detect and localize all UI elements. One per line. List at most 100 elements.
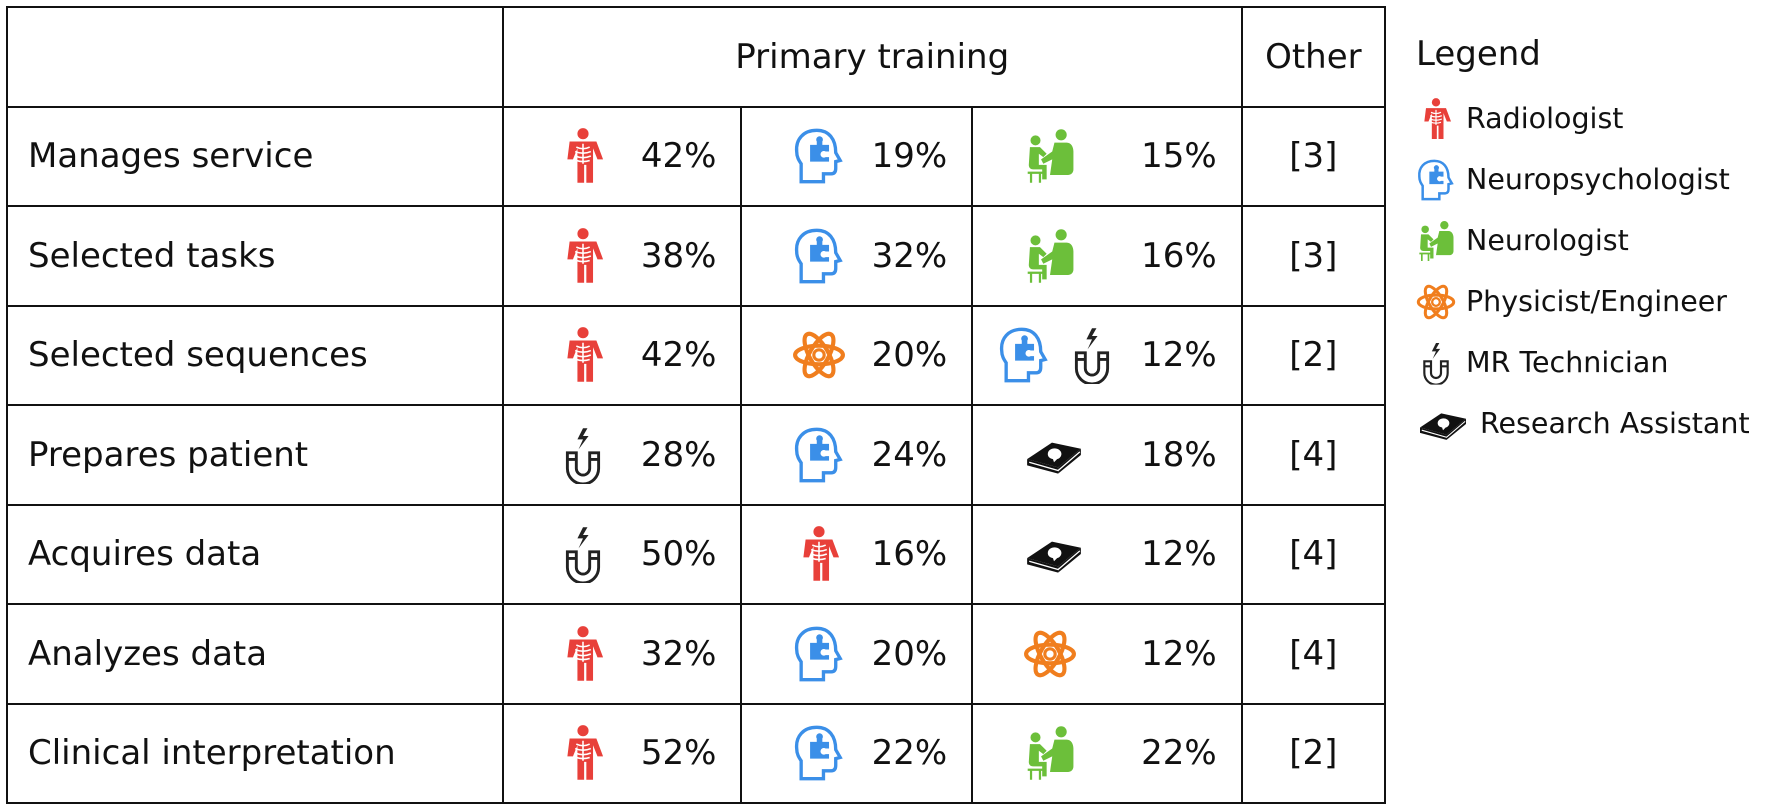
training-cell: 22% bbox=[971, 702, 1243, 804]
percent-value: 42% bbox=[640, 335, 717, 376]
training-cell: 32% bbox=[501, 603, 743, 705]
other-count: [4] bbox=[1240, 503, 1387, 605]
legend-label: MR Technician bbox=[1466, 346, 1669, 379]
header-row: Primary training Other bbox=[6, 6, 1387, 108]
mr-technician-icon bbox=[556, 525, 610, 583]
legend-label: Neuropsychologist bbox=[1466, 163, 1730, 196]
table-row: Selected sequences 42% 20% 12% [2] bbox=[6, 304, 1387, 406]
neuropsychologist-icon bbox=[792, 625, 846, 683]
table-row: Manages service 42% 19% 15% [3] bbox=[6, 105, 1387, 207]
other-header: Other bbox=[1240, 6, 1387, 108]
training-cell: 22% bbox=[740, 702, 974, 804]
legend-title: Legend bbox=[1416, 34, 1541, 74]
radiologist-icon bbox=[792, 525, 846, 583]
mr-technician-icon bbox=[1416, 341, 1456, 385]
cell-icons bbox=[556, 127, 610, 185]
cell-icons bbox=[997, 326, 1119, 384]
neuropsychologist-icon bbox=[1416, 158, 1456, 202]
cell-icons bbox=[792, 724, 846, 782]
percent-value: 16% bbox=[871, 534, 948, 575]
physicist-engineer-icon bbox=[1416, 280, 1456, 324]
cell-icons bbox=[792, 227, 846, 285]
radiologist-icon bbox=[556, 326, 610, 384]
cell-icons bbox=[1023, 227, 1077, 285]
percent-value: 22% bbox=[1141, 733, 1217, 774]
cell-icons bbox=[1023, 127, 1077, 185]
percent-value: 32% bbox=[871, 235, 948, 276]
cell-icons bbox=[792, 127, 846, 185]
percent-value: 12% bbox=[1141, 335, 1217, 376]
percent-value: 20% bbox=[871, 335, 948, 376]
training-cell: 16% bbox=[971, 205, 1243, 307]
legend-item: MR Technician bbox=[1416, 332, 1766, 393]
training-cell: 15% bbox=[971, 105, 1243, 207]
cell-icons bbox=[1023, 625, 1077, 683]
legend-label: Radiologist bbox=[1466, 102, 1624, 135]
table-row: Analyzes data 32% 20% 12% [4] bbox=[6, 603, 1387, 705]
legend-item: Neurologist bbox=[1416, 210, 1766, 271]
legend-item: Physicist/Engineer bbox=[1416, 271, 1766, 332]
cell-icons bbox=[792, 426, 846, 484]
row-label: Clinical interpretation bbox=[6, 702, 504, 804]
row-label: Prepares patient bbox=[6, 404, 504, 506]
row-label: Selected tasks bbox=[6, 205, 504, 307]
other-count: [2] bbox=[1240, 702, 1387, 804]
percent-value: 15% bbox=[1141, 136, 1217, 177]
neuropsychologist-icon bbox=[792, 227, 846, 285]
cell-icons bbox=[556, 525, 610, 583]
neurologist-icon bbox=[1023, 227, 1077, 285]
training-cell: 28% bbox=[501, 404, 743, 506]
other-count: [4] bbox=[1240, 404, 1387, 506]
legend-label: Physicist/Engineer bbox=[1466, 285, 1728, 318]
table-row: Acquires data 50% 16% 12% [4] bbox=[6, 503, 1387, 605]
training-cell: 12% bbox=[971, 503, 1243, 605]
cell-icons bbox=[792, 525, 846, 583]
row-label: Selected sequences bbox=[6, 304, 504, 406]
percent-value: 18% bbox=[1141, 434, 1217, 475]
training-cell: 50% bbox=[501, 503, 743, 605]
cell-icons bbox=[556, 426, 610, 484]
radiologist-icon bbox=[556, 625, 610, 683]
cell-icons bbox=[1023, 527, 1085, 581]
percent-value: 12% bbox=[1141, 534, 1217, 575]
research-assistant-icon bbox=[1023, 527, 1085, 581]
cell-icons bbox=[792, 625, 846, 683]
legend-item: Radiologist bbox=[1416, 88, 1766, 149]
percent-value: 16% bbox=[1141, 235, 1217, 276]
legend-item: Neuropsychologist bbox=[1416, 149, 1766, 210]
neuropsychologist-icon bbox=[997, 326, 1051, 384]
training-cell: 20% bbox=[740, 304, 974, 406]
neurologist-icon bbox=[1416, 219, 1456, 263]
percent-value: 12% bbox=[1141, 633, 1217, 674]
row-label: Analyzes data bbox=[6, 603, 504, 705]
percent-value: 52% bbox=[640, 733, 717, 774]
percent-value: 24% bbox=[871, 434, 948, 475]
other-count: [3] bbox=[1240, 105, 1387, 207]
percent-value: 50% bbox=[640, 534, 717, 575]
neuropsychologist-icon bbox=[792, 426, 846, 484]
legend-label: Neurologist bbox=[1466, 224, 1629, 257]
training-cell: 52% bbox=[501, 702, 743, 804]
other-count: [3] bbox=[1240, 205, 1387, 307]
percent-value: 28% bbox=[640, 434, 717, 475]
percent-value: 22% bbox=[871, 733, 948, 774]
table-row: Clinical interpretation 52% 22% 22% [2] bbox=[6, 702, 1387, 804]
training-cell: 19% bbox=[740, 105, 974, 207]
cell-icons bbox=[556, 227, 610, 285]
training-cell: 38% bbox=[501, 205, 743, 307]
percent-value: 20% bbox=[871, 633, 948, 674]
mr-technician-icon bbox=[1065, 326, 1119, 384]
row-label: Acquires data bbox=[6, 503, 504, 605]
training-cell: 12% bbox=[971, 603, 1243, 705]
research-assistant-icon bbox=[1023, 428, 1085, 482]
training-cell: 42% bbox=[501, 304, 743, 406]
physicist-engineer-icon bbox=[792, 326, 846, 384]
training-cell: 12% bbox=[971, 304, 1243, 406]
cell-icons bbox=[556, 724, 610, 782]
percent-value: 19% bbox=[871, 136, 948, 177]
percent-value: 32% bbox=[640, 633, 717, 674]
radiologist-icon bbox=[556, 227, 610, 285]
legend-item: Research Assistant bbox=[1416, 393, 1766, 454]
training-cell: 42% bbox=[501, 105, 743, 207]
percent-value: 42% bbox=[640, 136, 717, 177]
